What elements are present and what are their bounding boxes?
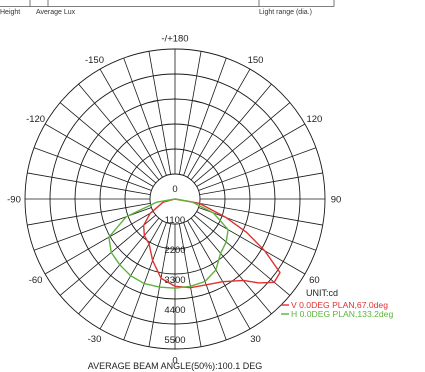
legend-entry: V 0.0DEG PLAN,67.0deg (291, 300, 388, 310)
angle-tick-label: -120 (26, 114, 45, 125)
grid-spoke (44, 123, 154, 187)
grid-spoke (198, 147, 317, 191)
angle-tick-label: 150 (248, 55, 264, 66)
radial-tick-labels: 0 1100 2200 3300 4400 5500 (164, 184, 185, 346)
radial-tick-label: 5500 (164, 335, 185, 346)
grid-spoke (99, 68, 163, 178)
angle-tick-label: 0 (172, 356, 177, 367)
grid-spoke (44, 211, 154, 275)
unit-label: UNIT:cd (306, 288, 338, 298)
polar-grid (24, 48, 326, 350)
grid-spoke (33, 147, 152, 191)
grid-spoke (178, 51, 202, 175)
angle-tick-label: 60 (309, 275, 320, 286)
angle-tick-labels: -/+180 150 120 90 60 30 0 -30 -60 -90 -120 -150 (7, 34, 341, 367)
grid-spoke (148, 223, 172, 347)
angle-tick-label: -30 (88, 334, 102, 345)
grid-spoke (187, 68, 251, 178)
grid-spoke (123, 57, 167, 176)
grid-spoke (178, 223, 202, 347)
table-header-strip: Height Average Lux Light range (dia.) (0, 0, 425, 22)
grid-spoke (199, 202, 323, 226)
grid-spoke (190, 217, 272, 315)
radial-tick-label: 0 (172, 184, 177, 195)
grid-spoke (190, 83, 272, 181)
grid-spoke (59, 214, 157, 296)
grid-spoke (99, 220, 163, 330)
grid-spoke (27, 202, 151, 226)
radial-tick-label: 2200 (164, 245, 185, 256)
radial-tick-label: 4400 (164, 305, 185, 316)
grid-spoke (33, 207, 152, 251)
grid-spoke (183, 57, 227, 176)
angle-tick-label: 90 (331, 195, 342, 206)
grid-spoke (187, 220, 251, 330)
header-lines (0, 0, 335, 7)
grid-spoke (78, 217, 160, 315)
grid-spoke (123, 222, 167, 341)
radial-tick-label: 3300 (164, 275, 185, 286)
angle-tick-label: 120 (306, 114, 322, 125)
grid-spoke (196, 211, 306, 275)
angle-tick-label: 30 (250, 334, 261, 345)
angle-tick-label: -/+180 (161, 34, 188, 45)
grid-spoke (193, 102, 291, 184)
legend-entry: H 0.0DEG PLAN,133.2deg (291, 309, 393, 319)
grid-spoke (148, 51, 172, 175)
grid-spoke (27, 172, 151, 196)
series-h-plane-curve (108, 198, 229, 289)
angle-tick-label: -90 (7, 195, 21, 206)
beam-angle-footer: AVERAGE BEAM ANGLE(50%):100.1 DEG (88, 361, 262, 371)
height-label: Height (0, 9, 21, 16)
grid-spoke (193, 214, 291, 296)
grid-spoke (196, 123, 306, 187)
grid-spoke (78, 83, 160, 181)
grid-spoke (199, 172, 323, 196)
intensity-curves (108, 198, 281, 289)
angle-tick-label: -150 (85, 55, 104, 66)
series-v-plane-curve (142, 198, 281, 289)
light-range-label: Light range (dia.) (259, 9, 312, 16)
average-lux-label: Average Lux (36, 9, 76, 16)
grid-spoke (198, 207, 317, 251)
radial-tick-label: 1100 (165, 215, 185, 226)
angle-tick-label: -60 (29, 275, 43, 286)
grid-spoke (59, 102, 157, 184)
